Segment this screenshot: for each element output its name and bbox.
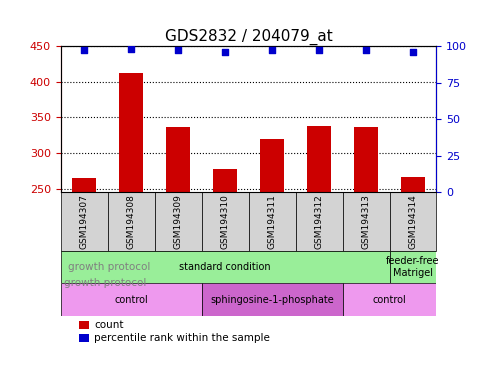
Bar <box>79 321 89 329</box>
Point <box>174 47 182 53</box>
Title: GDS2832 / 204079_at: GDS2832 / 204079_at <box>165 28 332 45</box>
Text: GSM194314: GSM194314 <box>408 194 417 249</box>
Text: GSM194308: GSM194308 <box>126 194 136 249</box>
Text: percentile rank within the sample: percentile rank within the sample <box>94 333 270 343</box>
Text: GSM194309: GSM194309 <box>173 194 182 249</box>
FancyBboxPatch shape <box>60 251 389 283</box>
Text: GSM194311: GSM194311 <box>267 194 276 249</box>
FancyBboxPatch shape <box>154 192 201 251</box>
Bar <box>213 169 236 367</box>
FancyBboxPatch shape <box>60 192 107 251</box>
FancyBboxPatch shape <box>248 192 295 251</box>
FancyBboxPatch shape <box>389 192 436 251</box>
Text: standard condition: standard condition <box>179 262 271 272</box>
Bar <box>400 177 424 367</box>
Text: GSM194312: GSM194312 <box>314 194 323 249</box>
Text: sphingosine-1-phosphate: sphingosine-1-phosphate <box>210 295 333 305</box>
Bar <box>119 73 143 367</box>
Point <box>408 49 416 55</box>
FancyBboxPatch shape <box>201 283 342 316</box>
Text: count: count <box>94 320 124 330</box>
FancyBboxPatch shape <box>342 283 436 316</box>
Bar <box>72 178 96 367</box>
Bar <box>307 126 330 367</box>
FancyBboxPatch shape <box>389 251 436 283</box>
Point <box>127 46 135 52</box>
FancyBboxPatch shape <box>60 283 201 316</box>
Text: feeder-free
Matrigel: feeder-free Matrigel <box>385 256 439 278</box>
Text: growth protocol: growth protocol <box>64 278 147 288</box>
Bar <box>353 127 377 367</box>
FancyBboxPatch shape <box>295 192 342 251</box>
Bar <box>79 334 89 342</box>
Point <box>80 47 88 53</box>
Text: growth protocol: growth protocol <box>68 262 150 272</box>
FancyBboxPatch shape <box>342 192 389 251</box>
Point <box>362 47 369 53</box>
Bar <box>166 127 189 367</box>
Bar <box>260 139 283 367</box>
FancyBboxPatch shape <box>201 192 248 251</box>
Point <box>315 47 322 53</box>
Text: control: control <box>372 295 406 305</box>
Text: control: control <box>114 295 148 305</box>
Text: GSM194307: GSM194307 <box>79 194 89 249</box>
Text: GSM194310: GSM194310 <box>220 194 229 249</box>
FancyBboxPatch shape <box>107 192 154 251</box>
Point <box>268 47 275 53</box>
Point <box>221 49 228 55</box>
Text: GSM194313: GSM194313 <box>361 194 370 249</box>
